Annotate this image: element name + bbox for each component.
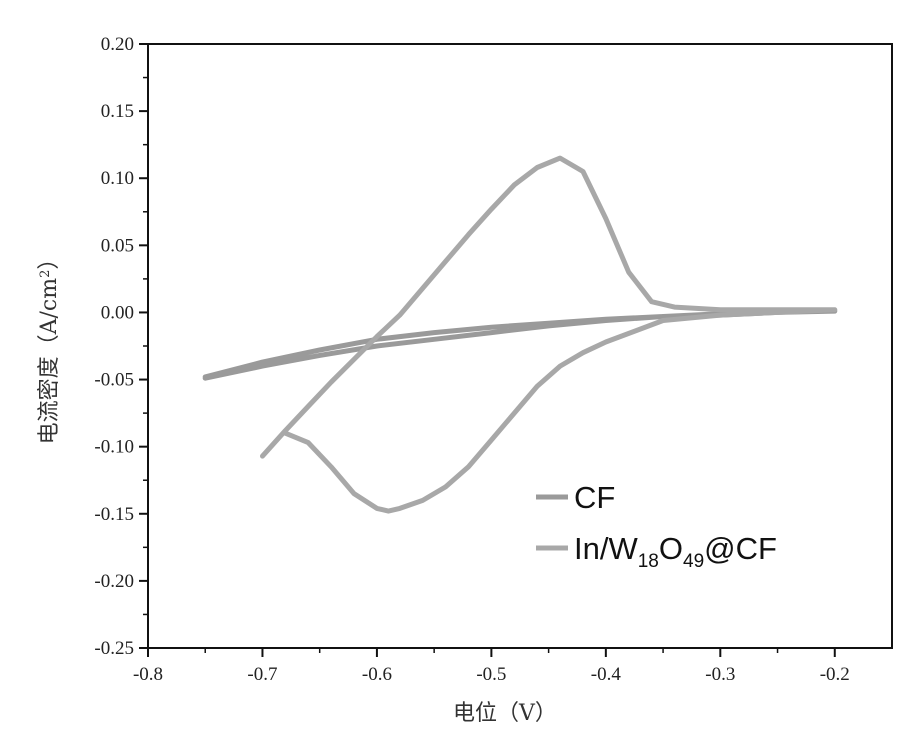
- legend-label-sub: 49: [683, 551, 704, 572]
- y-tick-label: 0.20: [101, 34, 134, 55]
- x-tick-label: -0.5: [476, 664, 506, 685]
- x-axis-title: 电位（V）: [453, 701, 557, 726]
- y-tick-label: -0.10: [94, 437, 134, 458]
- y-axis-title-main: 电流密度（A/cm: [37, 278, 62, 445]
- y-tick-label: -0.15: [94, 504, 134, 525]
- x-tick-label: -0.2: [820, 664, 850, 685]
- legend-label-in-w18o49-cf: In/W18O49@CF: [574, 531, 777, 572]
- y-tick-label: -0.05: [94, 370, 134, 391]
- legend-label-part: In/W: [574, 531, 638, 566]
- series-line-1: [260, 155, 838, 514]
- y-tick-label: -0.25: [94, 638, 134, 659]
- y-tick-label: 0.15: [101, 101, 134, 122]
- y-tick-label: 0.10: [101, 168, 134, 189]
- y-axis-title-sup: 2: [38, 270, 53, 278]
- y-axis: -0.25 -0.20 -0.15 -0.10 -0.05 0.00 0.05 0.10 0.1…: [94, 34, 148, 659]
- y-tick-label: -0.20: [94, 571, 134, 592]
- y-tick-label: 0.00: [101, 302, 134, 323]
- x-tick-label: -0.7: [247, 664, 277, 685]
- series-line-0: [202, 308, 838, 381]
- x-tick-label: -0.8: [133, 664, 163, 685]
- plot-area-frame: [147, 43, 893, 649]
- series-layer: [202, 155, 838, 514]
- x-tick-label: -0.6: [362, 664, 392, 685]
- y-axis-title-close: ）: [37, 248, 62, 270]
- x-tick-label: -0.3: [705, 664, 735, 685]
- x-tick-label: -0.4: [591, 664, 622, 685]
- legend-label-part: @CF: [704, 531, 777, 566]
- legend-label-sub: 18: [638, 551, 659, 572]
- y-tick-label: 0.05: [101, 235, 134, 256]
- x-axis: -0.8 -0.7 -0.6 -0.5 -0.4 -0.3 -0.2: [133, 648, 850, 685]
- legend-label-part: O: [659, 531, 683, 566]
- legend: CF In/W18O49@CF: [536, 480, 777, 572]
- y-axis-title: 电流密度（A/cm2）: [37, 248, 62, 445]
- legend-label-cf: CF: [574, 480, 615, 515]
